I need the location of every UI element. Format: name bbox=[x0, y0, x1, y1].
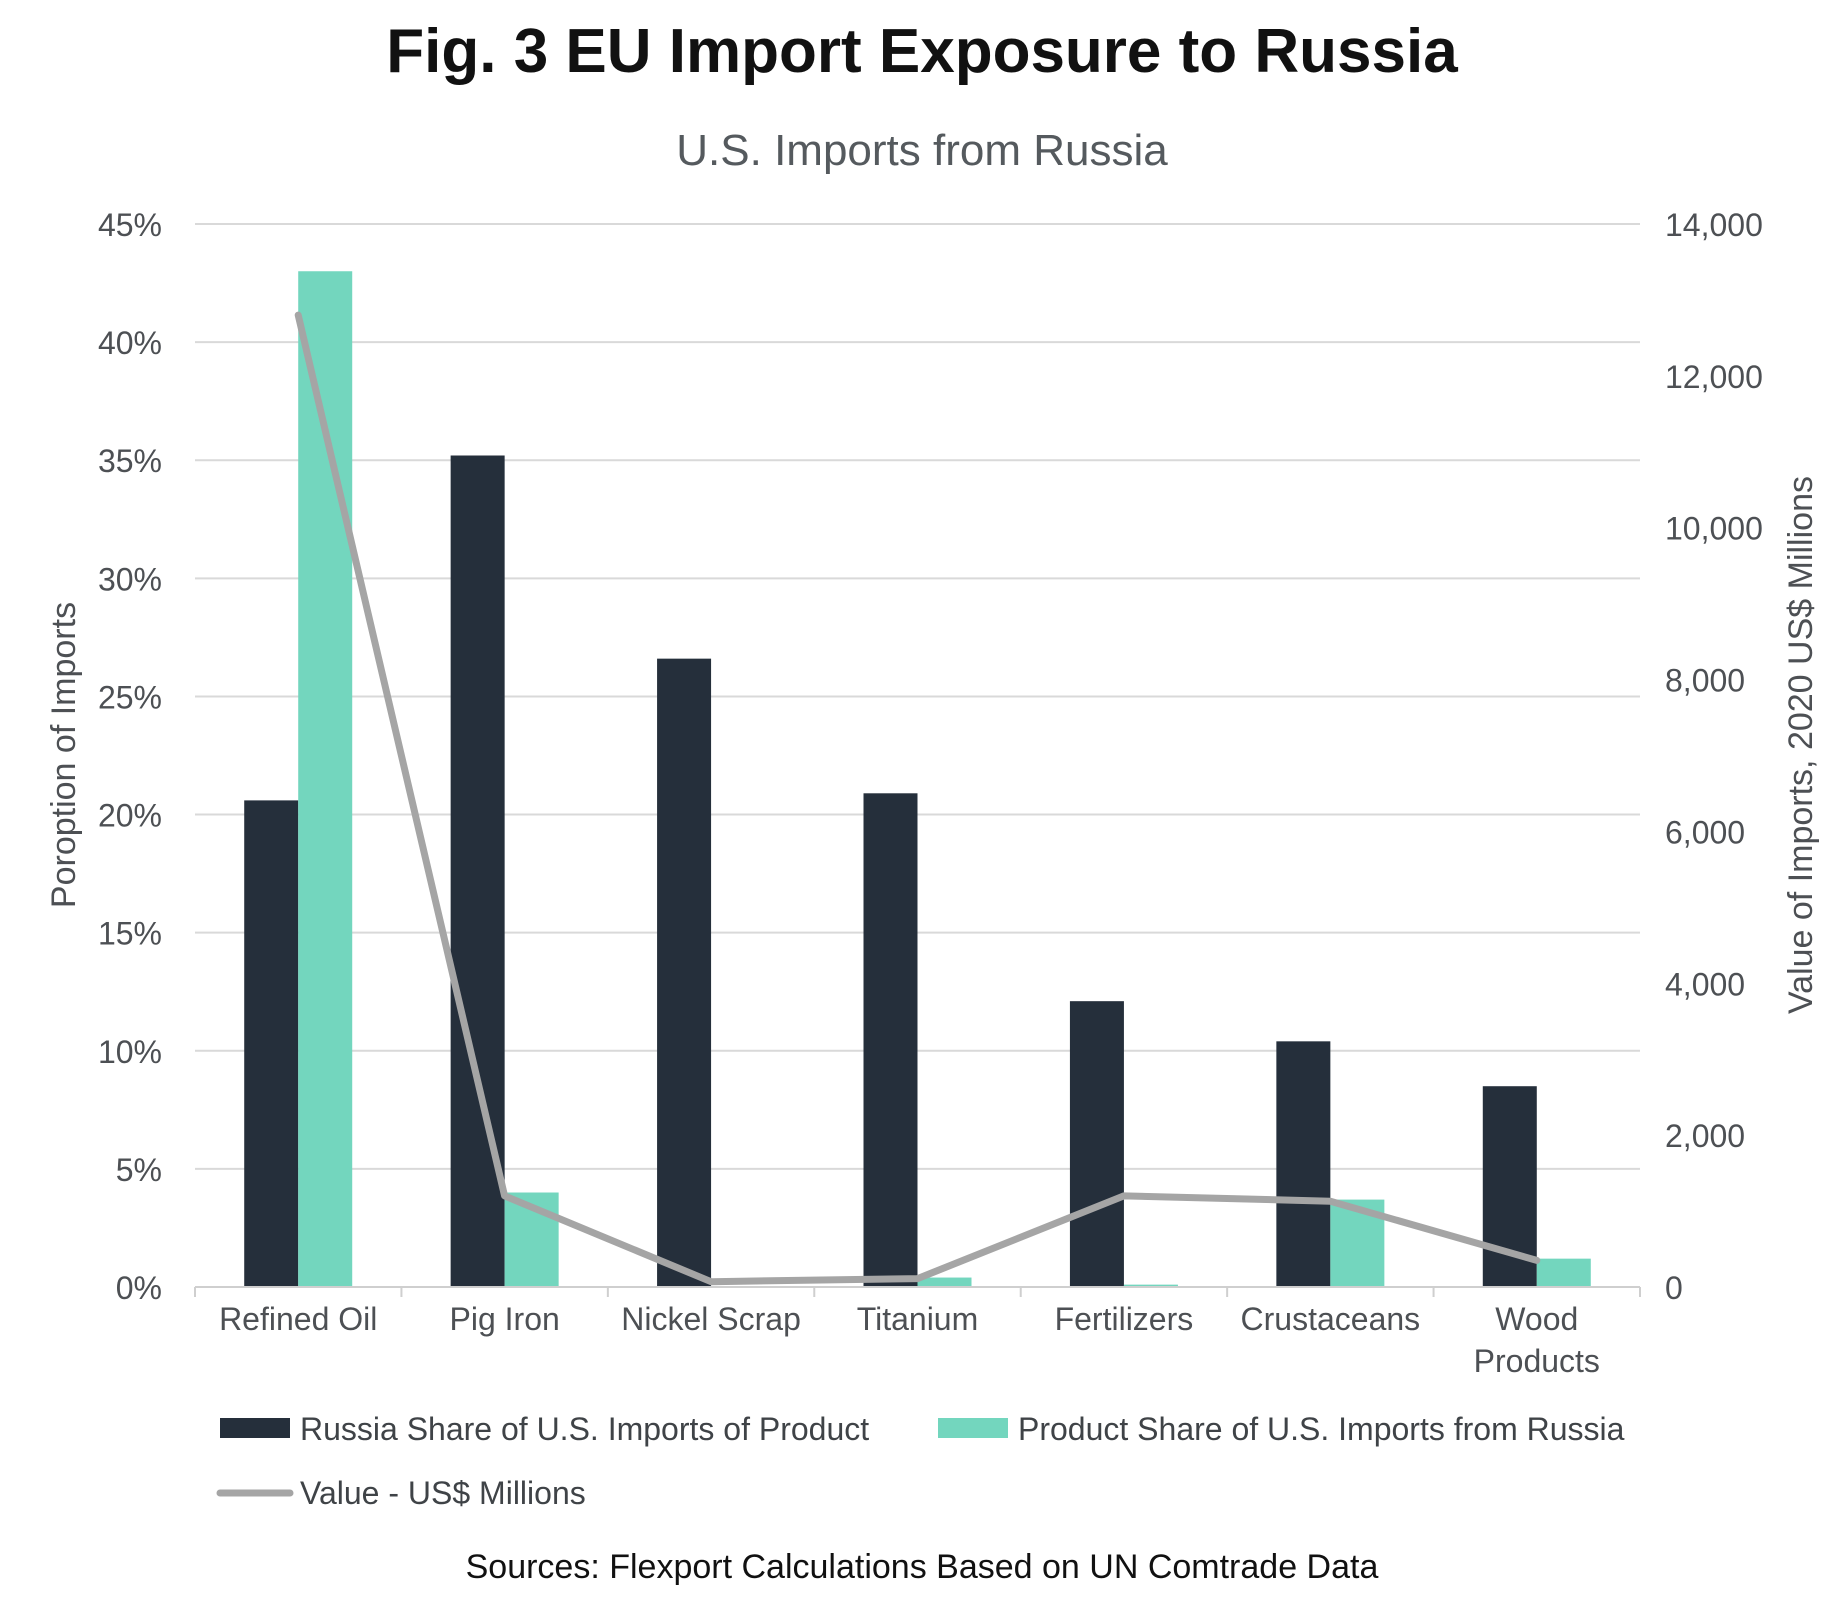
category-label: Nickel Scrap bbox=[621, 1301, 801, 1337]
left-tick-label: 45% bbox=[98, 207, 162, 243]
bar-product-share bbox=[1536, 1258, 1591, 1287]
value-line-point bbox=[504, 1195, 506, 1197]
left-tick-label: 35% bbox=[98, 443, 162, 479]
left-axis-ticks: 0% 5% 10% 15% 20% 25% 30% 35% 40% 45% bbox=[98, 207, 162, 1306]
category-label: Pig Iron bbox=[450, 1301, 560, 1337]
category-label: Wood bbox=[1495, 1301, 1578, 1337]
left-tick-label: 15% bbox=[98, 916, 162, 952]
left-tick-label: 25% bbox=[98, 679, 162, 715]
gridlines bbox=[195, 223, 1640, 1170]
value-line-point bbox=[297, 314, 299, 316]
category-label: Titanium bbox=[857, 1301, 979, 1337]
legend-label-product-share: Product Share of U.S. Imports from Russi… bbox=[1018, 1411, 1625, 1447]
category-labels: Refined Oil Pig Iron Nickel Scrap Titanium F… bbox=[219, 1301, 1600, 1379]
bar-russia-share bbox=[1069, 1001, 1124, 1287]
right-tick-label: 10,000 bbox=[1665, 511, 1763, 547]
right-axis-ticks: 0 2,000 4,000 6,000 8,000 10,000 12,000 14,000 bbox=[1665, 207, 1763, 1306]
value-line-point bbox=[1536, 1259, 1538, 1261]
left-axis-title: Poroption of Imports bbox=[45, 602, 83, 908]
bars bbox=[244, 271, 1591, 1287]
category-label: Crustaceans bbox=[1241, 1301, 1421, 1337]
bar-russia-share bbox=[863, 793, 918, 1287]
left-tick-label: 30% bbox=[98, 561, 162, 597]
legend-swatch-product-share bbox=[938, 1418, 1008, 1438]
right-tick-label: 2,000 bbox=[1665, 1118, 1745, 1154]
value-line-point bbox=[1123, 1195, 1125, 1197]
value-line bbox=[294, 311, 1541, 1286]
value-line-point bbox=[1329, 1200, 1331, 1202]
left-tick-label: 20% bbox=[98, 798, 162, 834]
value-line-point bbox=[917, 1278, 918, 1280]
left-tick-label: 0% bbox=[116, 1270, 162, 1306]
chart-title: Fig. 3 EU Import Exposure to Russia bbox=[386, 17, 1458, 86]
bar-russia-share bbox=[657, 658, 712, 1287]
left-tick-label: 10% bbox=[98, 1034, 162, 1070]
right-tick-label: 12,000 bbox=[1665, 359, 1763, 395]
value-line-point bbox=[710, 1281, 712, 1283]
legend-label-value-line: Value - US$ Millions bbox=[300, 1475, 586, 1511]
left-tick-label: 40% bbox=[98, 325, 162, 361]
chart-subtitle: U.S. Imports from Russia bbox=[676, 126, 1168, 175]
bar-product-share bbox=[917, 1277, 972, 1287]
left-tick-label: 5% bbox=[116, 1152, 162, 1188]
category-label: Products bbox=[1474, 1343, 1600, 1379]
right-axis-title: Value of Imports, 2020 US$ Millions bbox=[1782, 476, 1820, 1014]
legend-label-russia-share: Russia Share of U.S. Imports of Product bbox=[300, 1411, 869, 1447]
legend: Russia Share of U.S. Imports of Product … bbox=[216, 1411, 1625, 1511]
category-label: Fertilizers bbox=[1055, 1301, 1194, 1337]
right-tick-label: 8,000 bbox=[1665, 663, 1745, 699]
right-tick-label: 6,000 bbox=[1665, 814, 1745, 850]
bar-russia-share bbox=[244, 800, 299, 1287]
right-tick-label: 0 bbox=[1665, 1270, 1683, 1306]
bar-russia-share bbox=[1276, 1041, 1331, 1287]
right-tick-label: 4,000 bbox=[1665, 966, 1745, 1002]
x-axis bbox=[194, 1286, 1641, 1297]
bar-product-share bbox=[1123, 1284, 1178, 1287]
source-note: Sources: Flexport Calculations Based on … bbox=[466, 1548, 1379, 1586]
legend-swatch-russia-share bbox=[220, 1418, 290, 1438]
category-label: Refined Oil bbox=[219, 1301, 377, 1337]
right-tick-label: 14,000 bbox=[1665, 207, 1763, 243]
